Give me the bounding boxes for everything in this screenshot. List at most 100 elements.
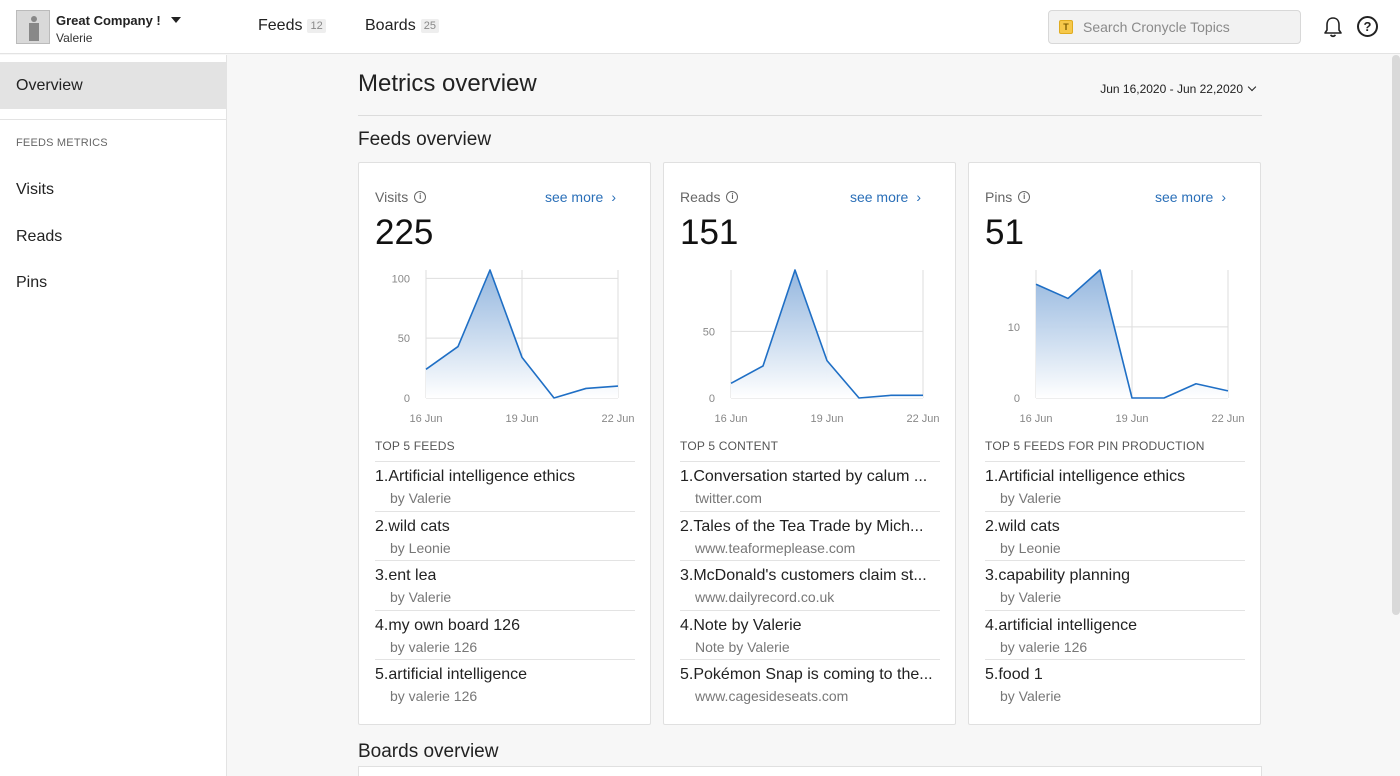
x-tick-label: 22 Jun — [906, 413, 939, 423]
list-item[interactable]: 5. artificial intelligence by valerie 126 — [375, 659, 635, 709]
list-item-source: by Leonie — [1000, 539, 1061, 556]
list-item-rank: 3. — [375, 567, 389, 585]
list-item-source: by valerie 126 — [390, 688, 478, 705]
list-item-line: 3. capability planning — [985, 567, 1245, 585]
search-input[interactable] — [1083, 19, 1283, 35]
list-item[interactable]: 2. wild cats by Leonie — [985, 510, 1245, 561]
metric-chart: 0 50 100 16 Jun 19 Jun 22 Jun — [392, 269, 635, 423]
metric-title: Reads i — [680, 189, 739, 205]
list-item-title: Artificial intelligence ethics — [998, 468, 1186, 485]
x-tick-label: 22 Jun — [601, 413, 634, 423]
list-item-source: by valerie 126 — [1000, 638, 1088, 655]
list-item[interactable]: 1. Artificial intelligence ethics by Valer… — [375, 461, 635, 511]
list-item-source: twitter.com — [695, 490, 762, 506]
list-item-rank: 1. — [680, 468, 694, 485]
list-item-title: Note by Valerie — [693, 616, 802, 634]
list-item-line: 4. Note by Valerie — [680, 617, 940, 635]
list-item-rank: 5. — [985, 666, 999, 684]
feeds-overview-title: Feeds overview — [358, 129, 492, 150]
list-item-title: wild cats — [998, 517, 1060, 535]
x-tick-label: 19 Jun — [505, 413, 538, 423]
metric-label: Pins — [985, 189, 1013, 205]
see-more-link[interactable]: see more — [850, 189, 921, 205]
list-item[interactable]: 1. Conversation started by calum ... twitt… — [680, 461, 940, 511]
sidebar-item-visits[interactable]: Visits — [16, 181, 54, 198]
nav-feeds[interactable]: Feeds 12 — [258, 17, 326, 35]
list-item[interactable]: 3. capability planning by Valerie — [985, 560, 1245, 610]
sidebar-divider — [0, 119, 227, 120]
info-icon[interactable]: i — [414, 191, 427, 203]
notification-bell-icon[interactable] — [1323, 16, 1343, 38]
y-tick-label: 50 — [703, 326, 715, 338]
see-more-link[interactable]: see more — [1155, 189, 1226, 205]
list-item-title: artificial intelligence — [388, 666, 528, 684]
list-item-title: McDonald's customers claim st... — [693, 567, 927, 585]
series-area — [1036, 270, 1228, 398]
help-icon[interactable]: ? — [1357, 16, 1378, 37]
see-more-link[interactable]: see more — [545, 189, 616, 205]
list-item[interactable]: 3. ent lea by Valerie — [375, 560, 635, 610]
page-scrollbar[interactable] — [1392, 55, 1400, 615]
sidebar: Overview FEEDS METRICS Visits Reads Pins — [0, 55, 227, 776]
y-tick-label: 100 — [392, 273, 410, 285]
info-icon[interactable]: i — [726, 191, 739, 203]
list-item-rank: 5. — [375, 666, 389, 684]
nav-boards-label: Boards — [365, 17, 416, 34]
x-tick-label: 19 Jun — [810, 413, 843, 423]
list-item[interactable]: 4. artificial intelligence by valerie 126 — [985, 609, 1245, 660]
company-switcher[interactable]: Great Company ! Valerie — [16, 10, 181, 45]
list-item-line: 3. McDonald's customers claim st... — [680, 567, 940, 585]
list-item[interactable]: 4. Note by Valerie Note by Valerie — [680, 609, 940, 660]
search-box[interactable]: T — [1048, 10, 1301, 44]
y-tick-label: 0 — [1014, 393, 1020, 405]
list-item-rank: 3. — [680, 567, 694, 585]
list-item-rank: 2. — [985, 517, 999, 535]
top-list: 1. Artificial intelligence ethics by Valer… — [375, 461, 635, 709]
list-item-rank: 5. — [680, 666, 694, 684]
list-item[interactable]: 2. Tales of the Tea Trade by Mich... www.t… — [680, 510, 940, 561]
list-item-source: www.teaformeplease.com — [695, 539, 856, 556]
top-list-title: TOP 5 FEEDS FOR PIN PRODUCTION — [985, 439, 1205, 453]
list-item-rank: 4. — [375, 616, 389, 634]
sidebar-item-reads[interactable]: Reads — [16, 228, 63, 245]
x-tick-label: 16 Jun — [1019, 413, 1052, 423]
list-item-line: 1. Artificial intelligence ethics — [985, 468, 1245, 486]
list-item-title: artificial intelligence — [998, 616, 1138, 634]
nav-boards[interactable]: Boards 25 — [365, 17, 439, 35]
sidebar-item-pins[interactable]: Pins — [16, 274, 48, 291]
title-divider — [358, 115, 1262, 116]
list-item[interactable]: 1. Artificial intelligence ethics by Valer… — [985, 461, 1245, 511]
list-item-line: 4. artificial intelligence — [985, 617, 1245, 635]
y-tick-label: 10 — [1008, 322, 1020, 334]
sidebar-item-overview[interactable]: Overview — [0, 62, 227, 109]
metric-label: Reads — [680, 189, 721, 205]
company-name: Great Company ! — [56, 12, 161, 28]
top-list-title: TOP 5 FEEDS — [375, 439, 455, 453]
nav-feeds-label: Feeds — [258, 17, 303, 34]
list-item[interactable]: 4. my own board 126 by valerie 126 — [375, 609, 635, 660]
list-item[interactable]: 5. food 1 by Valerie — [985, 659, 1245, 709]
list-item-line: 1. Conversation started by calum ... — [680, 468, 940, 486]
list-item-rank: 1. — [985, 468, 999, 485]
y-tick-label: 0 — [404, 393, 410, 405]
list-item[interactable]: 3. McDonald's customers claim st... www.da… — [680, 560, 940, 610]
caret-down-icon[interactable] — [170, 17, 181, 23]
date-range-picker[interactable]: Jun 16,2020 - Jun 22,2020 — [1100, 82, 1257, 96]
list-item-source: www.cagesideseats.com — [695, 688, 849, 705]
metric-chart: 0 50 16 Jun 19 Jun 22 Jun — [703, 269, 940, 423]
metric-value: 225 — [375, 213, 434, 252]
list-item-line: 4. my own board 126 — [375, 617, 635, 635]
y-tick-label: 50 — [398, 333, 410, 345]
list-item-title: Pokémon Snap is coming to the... — [693, 666, 933, 684]
metric-title: Pins i — [985, 189, 1031, 205]
company-text: Great Company ! Valerie — [56, 10, 181, 45]
company-name-row: Great Company ! — [56, 10, 181, 30]
list-item[interactable]: 2. wild cats by Leonie — [375, 510, 635, 561]
series-area — [731, 270, 923, 398]
metric-chart: 0 10 16 Jun 19 Jun 22 Jun — [1008, 269, 1245, 423]
list-item[interactable]: 5. Pokémon Snap is coming to the... www.ca… — [680, 659, 940, 709]
info-icon[interactable]: i — [1018, 191, 1031, 203]
